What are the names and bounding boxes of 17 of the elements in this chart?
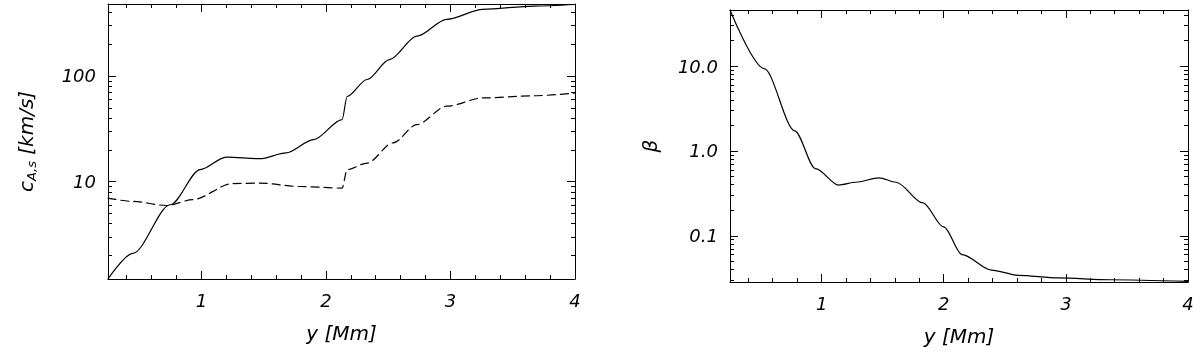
y-tick-label: 1.0 bbox=[689, 140, 718, 162]
x-tick-label: 2 bbox=[320, 289, 332, 311]
x-tick-label: 1 bbox=[815, 292, 828, 314]
x-axis-title: y [Mm] bbox=[922, 324, 995, 348]
x-tick-label: 1 bbox=[195, 289, 208, 311]
y-axis-title: cA,s [km/s] bbox=[13, 90, 39, 193]
x-tick-label: 3 bbox=[1060, 292, 1072, 314]
x-tick-label: 2 bbox=[938, 292, 950, 314]
y-axis-title: β bbox=[638, 139, 662, 154]
y-tick-label: 10 bbox=[73, 171, 96, 193]
x-tick-label: 3 bbox=[444, 289, 457, 311]
x-tick-label: 4 bbox=[1182, 292, 1194, 314]
x-axis-title: y [Mm] bbox=[305, 321, 377, 345]
y-tick-label: 10.0 bbox=[677, 55, 718, 77]
y-tick-label: 0.1 bbox=[689, 225, 718, 247]
x-tick-label: 4 bbox=[569, 289, 581, 311]
y-tick-label: 100 bbox=[61, 65, 96, 87]
